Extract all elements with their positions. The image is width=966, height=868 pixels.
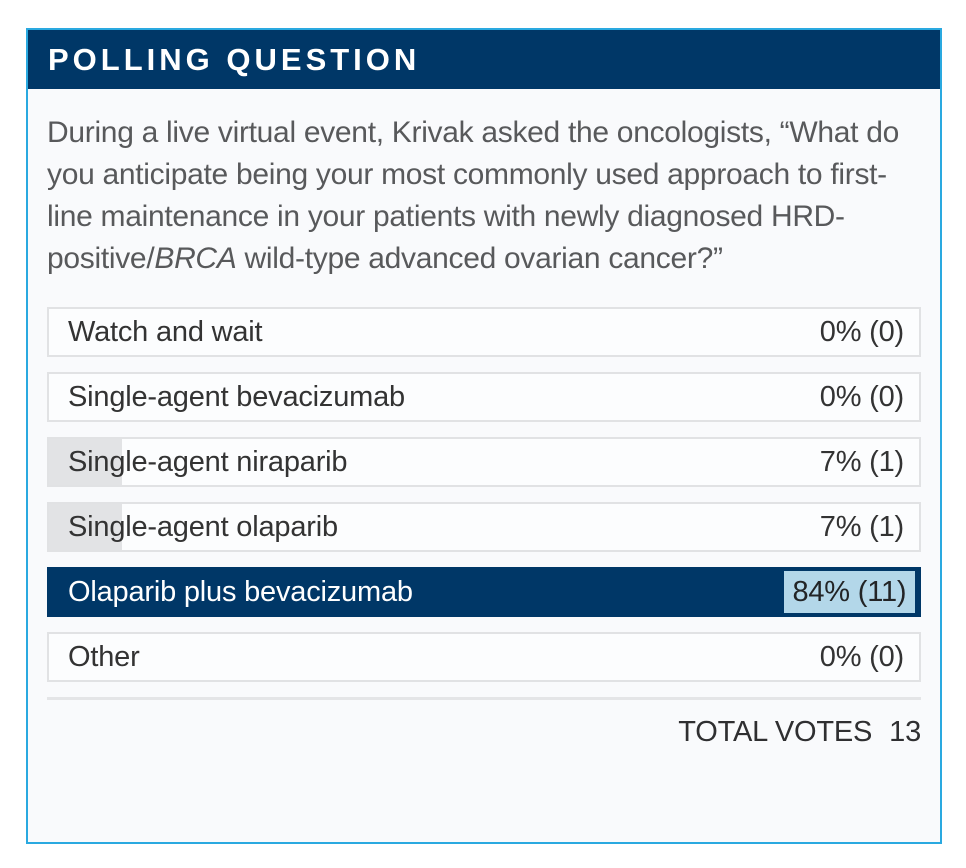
option-result-value: 0% (0) — [819, 640, 904, 673]
option-label: Single-agent bevacizumab — [68, 380, 405, 413]
total-votes: TOTAL VOTES 13 — [47, 716, 921, 749]
result-bar-fill — [49, 439, 123, 485]
polling-card: POLLING QUESTION During a live virtual e… — [26, 28, 942, 844]
footer-divider — [47, 697, 921, 700]
total-votes-count: 13 — [889, 716, 921, 748]
option-label: Other — [68, 640, 140, 673]
option-result-value: 7% (1) — [819, 445, 904, 478]
option-label: Olaparib plus bevacizumab — [68, 575, 413, 608]
poll-results-list: Watch and wait 0% (0) Single-agent bevac… — [47, 307, 921, 682]
option-result-value: 0% (0) — [819, 380, 904, 413]
option-result-value: 0% (0) — [819, 315, 904, 348]
question-part-before: During a live virtual event, Krivak aske… — [47, 116, 899, 275]
poll-option-row[interactable]: Watch and wait 0% (0) — [47, 307, 921, 357]
poll-option-row[interactable]: Olaparib plus bevacizumab 84% (11) — [47, 567, 921, 617]
polling-body: During a live virtual event, Krivak aske… — [28, 89, 940, 749]
question-gene-italic: BRCA — [154, 242, 237, 275]
option-result-value: 84% (11) — [783, 571, 915, 613]
poll-option-row[interactable]: Single-agent olaparib 7% (1) — [47, 502, 921, 552]
poll-option-row[interactable]: Single-agent bevacizumab 0% (0) — [47, 372, 921, 422]
total-votes-label: TOTAL VOTES — [678, 716, 873, 748]
polling-header-title: POLLING QUESTION — [48, 41, 421, 77]
option-result-value: 7% (1) — [819, 510, 904, 543]
option-label: Watch and wait — [68, 315, 263, 348]
poll-question-text: During a live virtual event, Krivak aske… — [47, 112, 921, 280]
result-bar-fill — [49, 504, 123, 550]
question-part-after: wild-type advanced ovarian cancer?” — [236, 242, 723, 275]
poll-option-row[interactable]: Other 0% (0) — [47, 632, 921, 682]
polling-header: POLLING QUESTION — [28, 30, 940, 89]
option-label: Single-agent olaparib — [68, 510, 338, 543]
poll-option-row[interactable]: Single-agent niraparib 7% (1) — [47, 437, 921, 487]
option-label: Single-agent niraparib — [68, 445, 348, 478]
